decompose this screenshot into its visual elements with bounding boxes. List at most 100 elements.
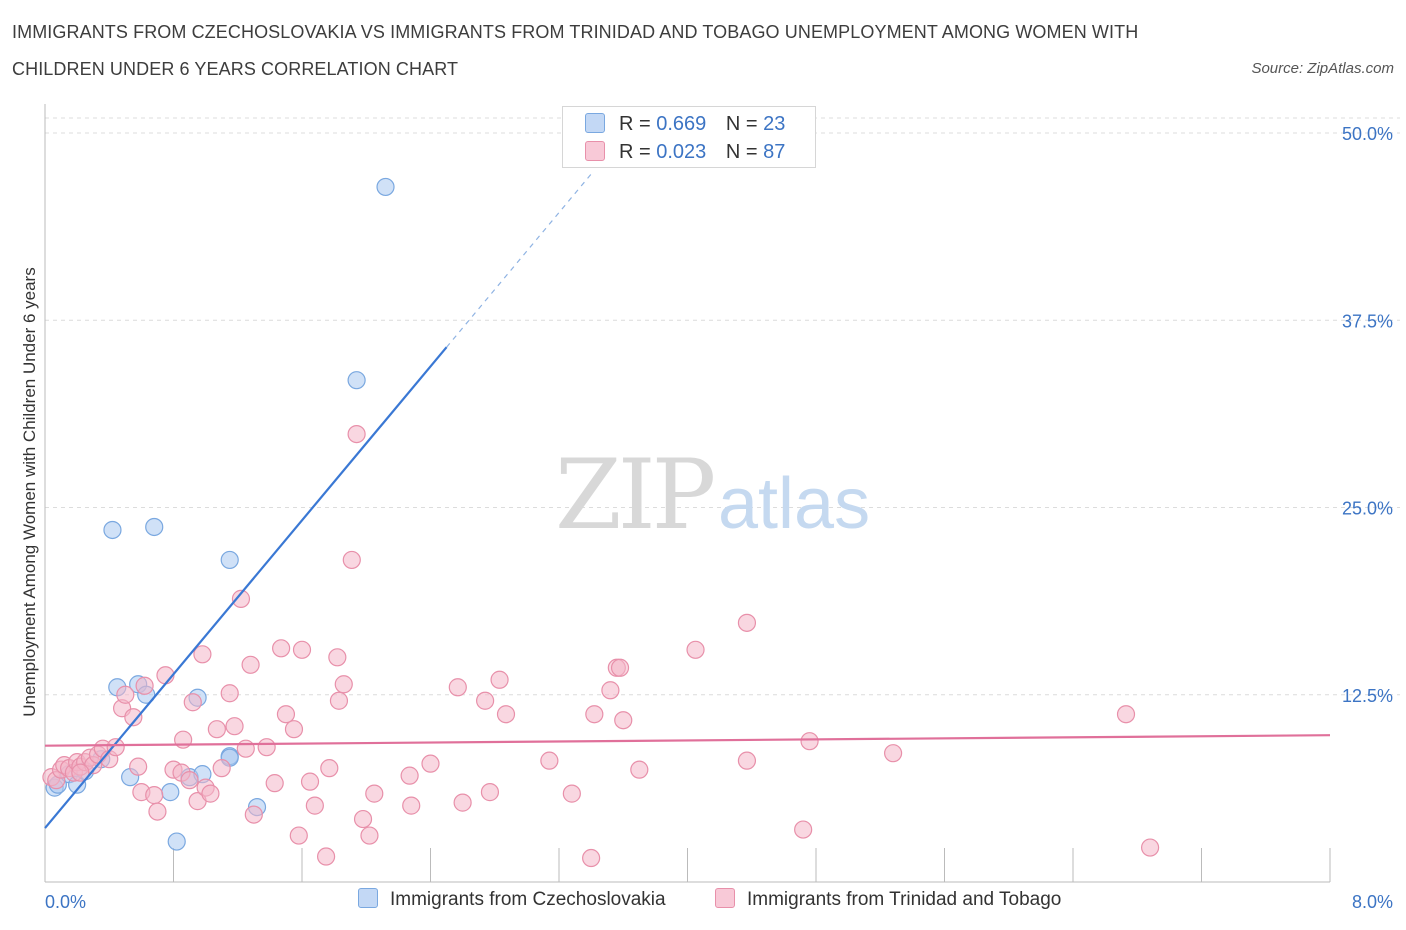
legend-row-trinidad-tobago: R = 0.023 N = 87 — [585, 141, 785, 165]
point-trinidad-tobago — [265, 774, 284, 793]
legend-label: Immigrants from Czechoslovakia — [390, 889, 666, 910]
point-trinidad-tobago — [292, 640, 312, 659]
point-trinidad-tobago — [272, 639, 291, 658]
legend-item-czechoslovakia[interactable]: Immigrants from Czechoslovakia — [358, 888, 666, 911]
point-czechoslovakia — [220, 550, 239, 570]
point-trinidad-tobago — [201, 784, 220, 803]
point-trinidad-tobago — [402, 796, 421, 815]
point-trinidad-tobago — [686, 640, 705, 659]
y-tick-label: 25.0% — [1342, 499, 1393, 519]
trendline-czechoslovakia — [44, 346, 448, 829]
point-trinidad-tobago — [737, 613, 757, 632]
point-trinidad-tobago — [582, 848, 601, 868]
point-trinidad-tobago — [320, 759, 339, 778]
y-tick-label: 37.5% — [1342, 311, 1393, 331]
point-trinidad-tobago — [400, 766, 419, 785]
point-trinidad-tobago — [257, 738, 276, 757]
point-trinidad-tobago — [193, 645, 212, 664]
point-trinidad-tobago — [329, 691, 349, 710]
x-tick-label: 8.0% — [1352, 892, 1393, 912]
point-trinidad-tobago — [496, 705, 516, 724]
n-value: 23 — [763, 113, 786, 135]
watermark-atlas: atlas — [718, 464, 870, 544]
point-trinidad-tobago — [1140, 838, 1160, 857]
point-trinidad-tobago — [241, 655, 260, 674]
watermark: ZIP atlas — [555, 439, 870, 551]
point-trinidad-tobago — [225, 717, 244, 736]
point-trinidad-tobago — [148, 802, 167, 821]
r-value: 0.023 — [656, 141, 707, 163]
watermark-zip: ZIP — [555, 439, 714, 551]
legend-row-czechoslovakia: R = 0.669 N = 23 — [585, 113, 785, 137]
point-trinidad-tobago — [353, 809, 373, 829]
point-trinidad-tobago — [448, 678, 467, 697]
point-trinidad-tobago — [421, 754, 440, 773]
tick-labels: 12.5% 25.0% 37.5% 50.0% 0.0% 8.0% — [45, 124, 1393, 912]
point-trinidad-tobago — [883, 744, 903, 763]
point-trinidad-tobago — [236, 739, 255, 758]
n-label: N = — [725, 113, 758, 135]
point-trinidad-tobago — [129, 757, 148, 776]
point-trinidad-tobago — [347, 424, 366, 444]
point-trinidad-tobago — [737, 751, 757, 770]
trendline-trinidad-tobago — [44, 734, 1331, 747]
point-trinidad-tobago — [212, 759, 231, 778]
point-trinidad-tobago — [342, 550, 361, 570]
point-trinidad-tobago — [135, 676, 154, 695]
n-value: 87 — [763, 141, 786, 163]
point-trinidad-tobago — [116, 685, 135, 704]
legend-swatch-pink — [715, 888, 735, 908]
point-trinidad-tobago — [124, 708, 143, 727]
source-label: Source: ZipAtlas.com — [1251, 60, 1394, 77]
point-trinidad-tobago — [1116, 705, 1136, 724]
legend-swatch-pink — [585, 141, 605, 161]
y-tick-label: 50.0% — [1342, 124, 1393, 144]
point-trinidad-tobago — [300, 772, 320, 791]
point-czechoslovakia — [347, 371, 366, 390]
point-trinidad-tobago — [365, 784, 384, 803]
trendline-czechoslovakia-extension — [446, 173, 592, 348]
point-trinidad-tobago — [305, 796, 324, 815]
point-czechoslovakia — [103, 520, 122, 540]
r-label: R = — [619, 141, 651, 163]
series-trinidad-tobago — [42, 424, 1160, 868]
point-trinidad-tobago — [630, 760, 649, 779]
trend-lines — [44, 173, 1331, 829]
legend-swatch-blue — [358, 888, 378, 908]
point-czechoslovakia — [167, 832, 186, 851]
point-trinidad-tobago — [316, 847, 336, 866]
point-trinidad-tobago — [220, 684, 239, 703]
axes — [44, 104, 1331, 883]
gridlines — [45, 117, 1400, 696]
point-trinidad-tobago — [183, 693, 202, 712]
point-trinidad-tobago — [106, 738, 125, 757]
legend-item-trinidad-tobago[interactable]: Immigrants from Trinidad and Tobago — [715, 888, 1061, 911]
point-trinidad-tobago — [480, 783, 500, 802]
legend-label: Immigrants from Trinidad and Tobago — [747, 889, 1062, 910]
point-trinidad-tobago — [794, 820, 813, 839]
series-legend: Immigrants from Czechoslovakia Immigrant… — [0, 888, 1406, 918]
point-trinidad-tobago — [231, 589, 251, 608]
point-trinidad-tobago — [490, 670, 509, 689]
y-tick-label: 12.5% — [1342, 686, 1393, 706]
x-tick-label: 0.0% — [45, 892, 86, 912]
correlation-legend: R = 0.669 N = 23 R = 0.023 N = 87 — [562, 106, 816, 168]
r-label: R = — [619, 113, 651, 135]
legend-swatch-blue — [585, 113, 605, 133]
point-czechoslovakia — [145, 517, 164, 537]
point-trinidad-tobago — [800, 732, 819, 751]
point-trinidad-tobago — [601, 681, 620, 700]
point-trinidad-tobago — [614, 711, 633, 730]
point-trinidad-tobago — [540, 751, 559, 770]
point-trinidad-tobago — [328, 648, 347, 667]
point-trinidad-tobago — [610, 658, 630, 677]
point-trinidad-tobago — [180, 771, 199, 790]
point-trinidad-tobago — [453, 793, 472, 812]
point-trinidad-tobago — [284, 720, 304, 739]
point-trinidad-tobago — [244, 805, 263, 824]
point-trinidad-tobago — [476, 691, 495, 710]
point-trinidad-tobago — [71, 763, 90, 782]
point-trinidad-tobago — [289, 826, 308, 845]
chart-title: IMMIGRANTS FROM CZECHOSLOVAKIA VS IMMIGR… — [12, 22, 1139, 79]
point-trinidad-tobago — [145, 786, 164, 805]
